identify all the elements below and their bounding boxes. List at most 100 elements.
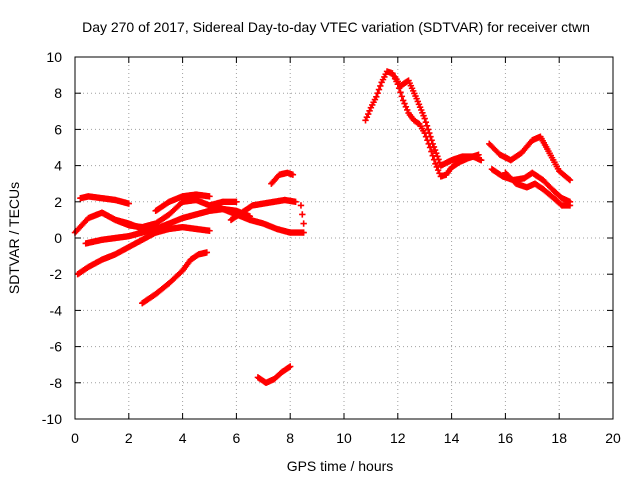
data-point-run: [508, 150, 524, 163]
y-tick-labels: -10 -8 -6 -4 -2 0 2 4 6 8 10: [42, 49, 62, 427]
data-point-run: [83, 236, 104, 247]
data-point: [373, 93, 380, 101]
data-series-arc-15: [486, 133, 574, 184]
data-point-run: [503, 170, 519, 186]
data-point-run: [180, 258, 193, 273]
data-series-arc-9: [227, 196, 299, 224]
data-point-run: [285, 170, 295, 178]
data-point-run: [99, 210, 118, 223]
data-series-arc-17: [502, 169, 574, 209]
data-point: [300, 229, 307, 236]
data-point-run: [269, 172, 282, 186]
y-tick-label: 2: [54, 194, 62, 210]
data-point-run: [299, 211, 306, 218]
data-point: [297, 202, 305, 209]
x-tick-label: 14: [444, 430, 460, 446]
data-point-run: [422, 133, 432, 148]
x-tick-label: 6: [233, 430, 241, 446]
data-point: [429, 140, 436, 148]
data-point: [206, 193, 213, 200]
data-point: [203, 249, 211, 256]
x-tick-label: 4: [179, 430, 187, 446]
data-point-run: [538, 135, 551, 153]
data-point-run: [261, 220, 279, 232]
plot-frame: [74, 56, 614, 420]
x-tick-label: 18: [551, 430, 567, 446]
data-series-arc-7: [152, 191, 213, 215]
data-series-arc-14: [391, 73, 485, 169]
data-point-run: [438, 171, 449, 180]
data-point: [566, 202, 574, 209]
y-tick-label: 10: [46, 49, 62, 65]
data-series-arc-12: [254, 363, 294, 386]
data-point-run: [422, 118, 435, 144]
data-point-run: [393, 75, 403, 87]
data-point-run: [374, 82, 384, 97]
data-point-run: [153, 220, 172, 232]
data-point: [289, 171, 297, 178]
data-point: [152, 229, 159, 236]
data-point-run: [75, 264, 91, 277]
data-point-run: [194, 197, 212, 209]
data-point-run: [541, 186, 556, 201]
y-tick-label: -2: [50, 266, 63, 282]
data-point-run: [239, 203, 255, 216]
data-point: [292, 198, 299, 205]
x-tick-label: 10: [336, 430, 352, 446]
data-point-run: [487, 141, 503, 157]
data-point-run: [395, 85, 406, 100]
data-point: [233, 198, 240, 205]
x-tick-label: 20: [605, 430, 621, 446]
data-point: [477, 156, 485, 164]
data-point-run: [153, 199, 172, 214]
data-point-run: [541, 178, 556, 193]
data-point-run: [385, 68, 395, 77]
data-point-run: [363, 107, 373, 121]
data-points: [71, 68, 574, 386]
data-point-run: [153, 212, 172, 226]
data-series-arc-16: [488, 166, 574, 205]
data-point: [287, 363, 294, 370]
data-point: [362, 117, 369, 124]
x-tick-labels: 0 2 4 6 8 10 12 14 16 18 20: [71, 430, 621, 446]
grid: [75, 57, 613, 419]
data-point-run: [406, 79, 419, 100]
data-point: [399, 97, 407, 104]
data-point-run: [557, 168, 572, 183]
data-series-arc-8: [206, 202, 307, 236]
x-tick-label: 2: [125, 430, 133, 446]
y-tick-label: -6: [50, 339, 63, 355]
data-point-run: [73, 216, 91, 235]
data-series-arc-10: [268, 169, 297, 187]
data-point: [206, 227, 213, 234]
data-series-arc-11: [297, 202, 307, 227]
data-point-run: [489, 166, 505, 179]
data-point-run: [551, 196, 564, 208]
y-tick-label: -4: [50, 302, 63, 318]
data-point-run: [414, 98, 427, 119]
data-point-run: [126, 220, 145, 232]
data-point-run: [229, 210, 244, 223]
data-point-run: [140, 291, 158, 306]
data-point-run: [86, 209, 104, 221]
chart-title: Day 270 of 2017, Sidereal Day-to-day VTE…: [82, 19, 590, 35]
data-point: [421, 115, 428, 122]
x-tick-label: 8: [286, 430, 294, 446]
data-point-run: [430, 143, 443, 166]
y-tick-label: -10: [42, 411, 62, 427]
y-tick-label: 4: [54, 158, 62, 174]
y-axis-label: SDTVAR / TECUs: [6, 182, 22, 294]
data-point-run: [126, 237, 145, 250]
x-axis-label: GPS time / hours: [287, 458, 394, 474]
data-point-run: [546, 150, 562, 173]
data-point-run: [113, 244, 131, 257]
data-point-run: [417, 123, 427, 134]
data-point-run: [369, 96, 379, 109]
data-point-run: [379, 70, 389, 83]
data-point: [566, 176, 574, 184]
data-point-run: [220, 206, 239, 218]
data-point-run: [167, 193, 185, 205]
y-tick-label: 0: [54, 230, 62, 246]
data-point: [300, 220, 307, 227]
